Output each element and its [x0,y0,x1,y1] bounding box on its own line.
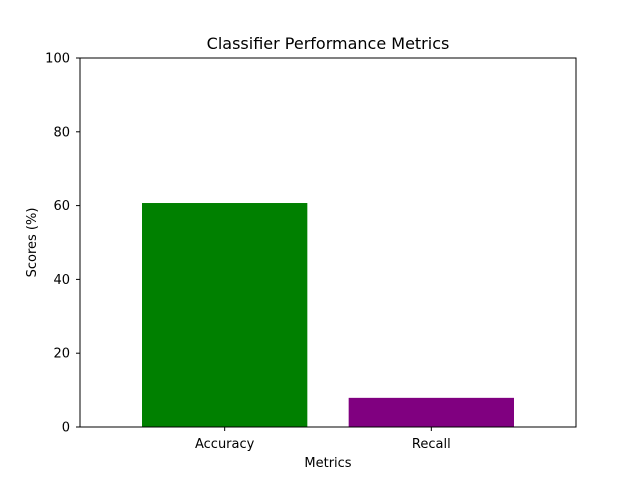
y-axis-label: Scores (%) [25,208,40,278]
y-tick-label: 80 [53,125,70,140]
y-tick-label: 0 [62,421,70,436]
plot-frame [79,57,577,428]
bar-accuracy [142,203,308,427]
x-tick-label: Accuracy [195,437,255,452]
bar-recall [348,397,514,427]
chart-title: Classifier Performance Metrics [207,34,450,53]
x-tick-label: Recall [412,437,451,452]
y-tick-label: 20 [53,347,70,362]
plot-area [142,203,514,427]
y-tick-label: 60 [53,199,70,214]
x-axis-label: Metrics [304,456,351,471]
y-tick-label: 100 [45,52,70,67]
y-tick-label: 40 [53,273,70,288]
